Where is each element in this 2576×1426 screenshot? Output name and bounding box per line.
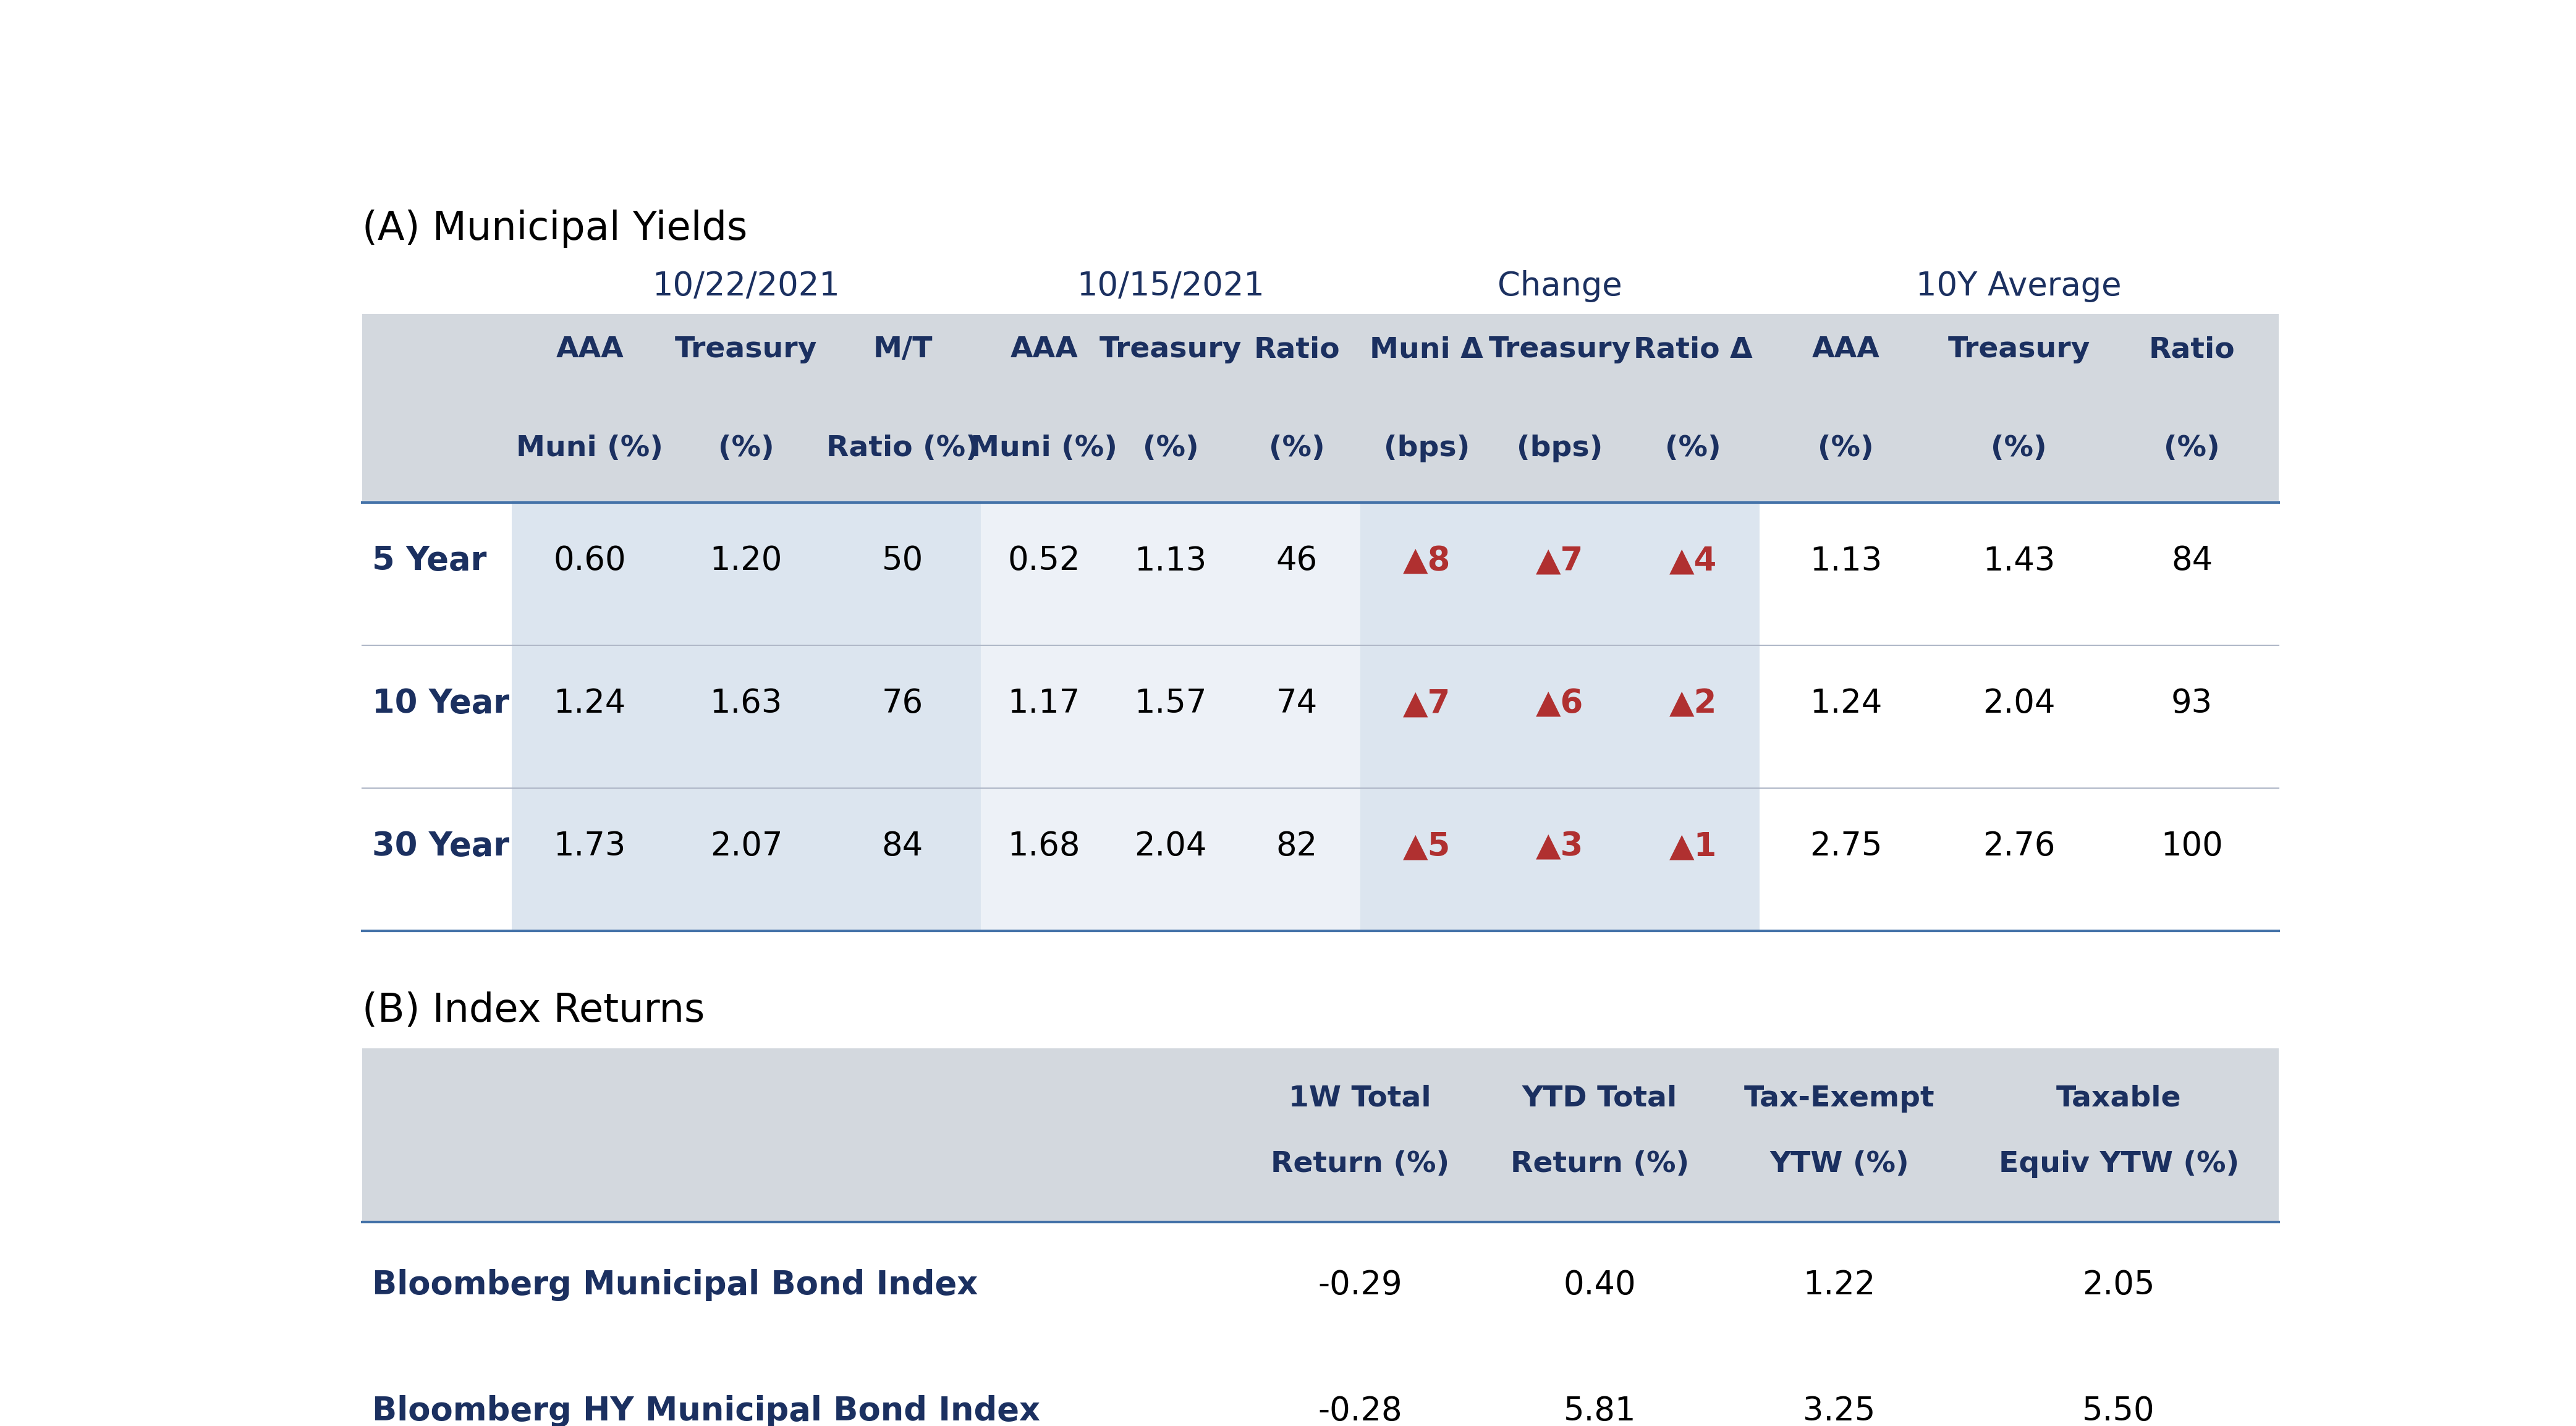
Text: Return (%): Return (%) [1270,1151,1450,1178]
Text: Equiv YTW (%): Equiv YTW (%) [1999,1151,2239,1178]
Text: Taxable: Taxable [2056,1085,2182,1112]
FancyBboxPatch shape [361,314,2277,501]
Text: Treasury: Treasury [1947,335,2089,364]
Text: 5.50: 5.50 [2081,1395,2156,1426]
Text: Return (%): Return (%) [1510,1151,1690,1178]
Text: (bps): (bps) [1517,435,1602,462]
Text: 1.17: 1.17 [1007,687,1079,720]
Text: 1.57: 1.57 [1133,687,1206,720]
Text: ▲2: ▲2 [1669,687,1716,720]
Text: 3.25: 3.25 [1803,1395,1875,1426]
Text: 30 Year: 30 Year [371,830,510,863]
Text: 2.04: 2.04 [1133,830,1206,863]
Text: -0.29: -0.29 [1319,1269,1401,1301]
Text: (%): (%) [1664,435,1721,462]
Text: 1.43: 1.43 [1984,545,2056,578]
Text: Bloomberg Municipal Bond Index: Bloomberg Municipal Bond Index [371,1269,979,1301]
Text: 100: 100 [2161,830,2223,863]
Text: (%): (%) [1144,435,1198,462]
Text: ▲4: ▲4 [1669,545,1716,578]
Text: 0.60: 0.60 [554,545,626,578]
Text: 1W Total: 1W Total [1288,1085,1432,1112]
Text: ▲1: ▲1 [1669,830,1716,863]
Text: 2.75: 2.75 [1808,830,1883,863]
Text: 1.24: 1.24 [1811,687,1883,720]
Text: 1.24: 1.24 [554,687,626,720]
FancyBboxPatch shape [981,314,1360,931]
Text: AAA: AAA [556,335,623,364]
Text: Ratio: Ratio [1255,335,1340,364]
Text: 0.40: 0.40 [1564,1269,1636,1301]
FancyBboxPatch shape [513,314,981,931]
Text: (%): (%) [2164,435,2221,462]
Text: (%): (%) [1270,435,1324,462]
Text: 82: 82 [1275,830,1319,863]
Text: AAA: AAA [1010,335,1077,364]
Text: 2.04: 2.04 [1984,687,2056,720]
Text: 1.73: 1.73 [554,830,626,863]
Text: 0.52: 0.52 [1007,545,1079,578]
Text: ▲5: ▲5 [1404,830,1450,863]
Text: 10/15/2021: 10/15/2021 [1077,270,1265,302]
Text: ▲6: ▲6 [1535,687,1584,720]
Text: Treasury: Treasury [1100,335,1242,364]
Text: (%): (%) [1991,435,2048,462]
Text: ▲8: ▲8 [1404,545,1450,578]
Text: M/T: M/T [873,335,933,364]
Text: 1.63: 1.63 [711,687,783,720]
Text: Muni (%): Muni (%) [971,435,1118,462]
Text: YTW (%): YTW (%) [1770,1151,1909,1178]
Text: 1.68: 1.68 [1007,830,1079,863]
Text: (%): (%) [1819,435,1873,462]
Text: Change: Change [1497,270,1623,302]
Text: Treasury: Treasury [675,335,817,364]
Text: 5.81: 5.81 [1564,1395,1636,1426]
Text: (bps): (bps) [1383,435,1471,462]
Text: 10 Year: 10 Year [371,687,510,720]
FancyBboxPatch shape [361,1048,2277,1222]
Text: Bloomberg HY Municipal Bond Index: Bloomberg HY Municipal Bond Index [371,1395,1041,1426]
Text: Ratio (%): Ratio (%) [827,435,979,462]
Text: 76: 76 [881,687,922,720]
Text: 5 Year: 5 Year [371,545,487,578]
Text: 50: 50 [881,545,922,578]
Text: -0.28: -0.28 [1319,1395,1401,1426]
Text: (B) Index Returns: (B) Index Returns [361,991,706,1030]
Text: ▲3: ▲3 [1535,830,1584,863]
Text: 1.20: 1.20 [711,545,783,578]
Text: 10/22/2021: 10/22/2021 [652,270,840,302]
Text: ▲7: ▲7 [1404,687,1450,720]
Text: 2.07: 2.07 [711,830,783,863]
Text: 1.13: 1.13 [1811,545,1883,578]
Text: 1.13: 1.13 [1133,545,1206,578]
Text: 1.22: 1.22 [1803,1269,1875,1301]
Text: Treasury: Treasury [1489,335,1631,364]
Text: 2.05: 2.05 [2081,1269,2156,1301]
Text: Tax-Exempt: Tax-Exempt [1744,1085,1935,1112]
Text: 84: 84 [881,830,922,863]
Text: Muni Δ: Muni Δ [1370,335,1484,364]
Text: 74: 74 [1275,687,1319,720]
Text: Ratio Δ: Ratio Δ [1633,335,1752,364]
Text: Muni (%): Muni (%) [515,435,665,462]
Text: (A) Municipal Yields: (A) Municipal Yields [361,210,747,248]
Text: ▲7: ▲7 [1535,545,1584,578]
Text: 46: 46 [1275,545,1319,578]
Text: 2.76: 2.76 [1984,830,2056,863]
Text: Ratio: Ratio [2148,335,2236,364]
Text: 93: 93 [2172,687,2213,720]
FancyBboxPatch shape [1360,314,1759,931]
Text: (%): (%) [719,435,775,462]
Text: AAA: AAA [1811,335,1880,364]
Text: 10Y Average: 10Y Average [1917,270,2123,302]
Text: YTD Total: YTD Total [1522,1085,1677,1112]
Text: 84: 84 [2172,545,2213,578]
